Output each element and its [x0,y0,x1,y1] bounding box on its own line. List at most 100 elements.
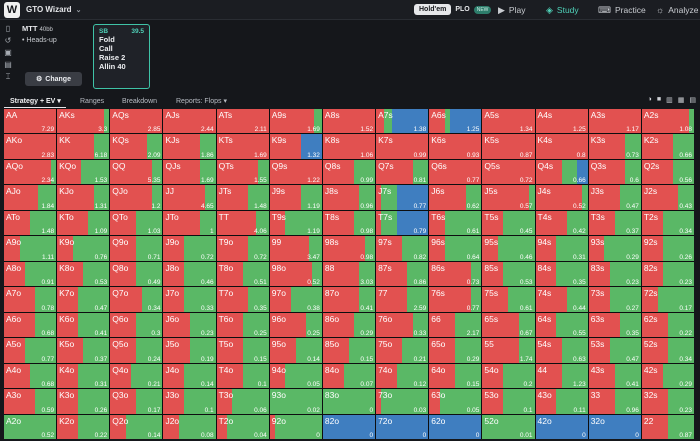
hand-cell-Q3s[interactable]: Q3s 0.6 [588,159,641,185]
hand-cell-QQ[interactable]: QQ 5.35 [110,159,163,185]
square-view-icon[interactable]: ■ [656,96,662,103]
hand-cell-A5o[interactable]: A5o 0.77 [4,338,57,363]
hand-cell-94s[interactable]: 94s 0.31 [535,236,588,261]
hand-cell-KTs[interactable]: KTs 1.69 [216,134,269,159]
hand-cell-JJ[interactable]: JJ 4.65 [163,185,216,210]
hand-cell-Q3o[interactable]: Q3o 0.17 [110,389,163,414]
table-icon[interactable]: ▤ [4,60,12,69]
hand-cell-J8s[interactable]: J8s 0.96 [322,185,376,210]
hand-cell-J9o[interactable]: J9o 0.72 [163,236,216,261]
hand-cell-J9s[interactable]: J9s 1.19 [269,185,322,210]
hand-cell-93s[interactable]: 93s 0.29 [588,236,641,261]
hand-cell-97o[interactable]: 97o 0.38 [269,287,322,312]
hand-cell-J2o[interactable]: J2o 0.08 [163,414,216,439]
hand-cell-93o[interactable]: 93o 0.02 [269,389,322,414]
hand-cell-22[interactable]: 22 0.87 [641,414,694,439]
tab-breakdown[interactable]: Breakdown [122,98,158,105]
hand-cell-94o[interactable]: 94o 0.05 [269,363,322,389]
action-fold[interactable]: Fold [99,35,115,44]
history-icon[interactable]: ↺ [4,36,12,45]
hand-cell-J3s[interactable]: J3s 0.47 [588,185,641,210]
hand-cell-A6o[interactable]: A6o 0.68 [4,312,57,338]
hand-cell-65s[interactable]: 65s 0.67 [482,312,535,338]
hand-cell-52o[interactable]: 52o 0.01 [482,414,535,439]
hand-cell-83o[interactable]: 83o 0 [322,389,376,414]
grid-view-icon[interactable]: ▦ [677,97,685,104]
hand-cell-T3s[interactable]: T3s 0.37 [588,210,641,236]
nav-study[interactable]: ◈ Study [546,0,579,20]
tab-strategy-ev[interactable]: Strategy + EV ▾ [10,95,61,108]
hand-cell-K7s[interactable]: K7s 0.99 [376,134,429,159]
hand-cell-K8s[interactable]: K8s 1.06 [322,134,376,159]
hand-cell-ATs[interactable]: ATs 2.11 [216,109,269,134]
hand-cell-KQo[interactable]: KQo 1.53 [57,159,110,185]
hand-cell-77[interactable]: 77 2.59 [376,287,429,312]
hand-cell-95o[interactable]: 95o 0.14 [269,338,322,363]
hand-cell-AQo[interactable]: AQo 2.34 [4,159,57,185]
hand-cell-85o[interactable]: 85o 0.15 [322,338,376,363]
hand-cell-T8s[interactable]: T8s 0.98 [322,210,376,236]
hand-cell-A7o[interactable]: A7o 0.78 [4,287,57,312]
hand-cell-K9o[interactable]: K9o 0.76 [57,236,110,261]
nav-play[interactable]: ▶ Play [498,0,525,20]
hand-cell-66[interactable]: 66 2.17 [429,312,482,338]
hand-cell-Q8s[interactable]: Q8s 0.99 [322,159,376,185]
hand-cell-K6s[interactable]: K6s 0.93 [429,134,482,159]
hand-cell-43o[interactable]: 43o 0.11 [535,389,588,414]
hand-cell-KJo[interactable]: KJo 1.31 [57,185,110,210]
hand-cell-74s[interactable]: 74s 0.44 [535,287,588,312]
hand-cell-75s[interactable]: 75s 0.61 [482,287,535,312]
hand-cell-A3o[interactable]: A3o 0.59 [4,389,57,414]
hand-cell-85s[interactable]: 85s 0.53 [482,261,535,287]
hand-cell-53o[interactable]: 53o 0.1 [482,389,535,414]
hand-cell-Q4s[interactable]: Q4s 0.66 [535,159,588,185]
hand-cell-88[interactable]: 88 3.03 [322,261,376,287]
circle-view-icon[interactable]: ◑ [647,96,652,103]
hand-cell-54o[interactable]: 54o 0.2 [482,363,535,389]
hand-cell-AQs[interactable]: AQs 2.85 [110,109,163,134]
hand-cell-QJo[interactable]: QJo 1.2 [110,185,163,210]
hand-cell-43s[interactable]: 43s 0.41 [588,363,641,389]
hand-cell-AJo[interactable]: AJo 1.84 [4,185,57,210]
hand-cell-ATo[interactable]: ATo 1.48 [4,210,57,236]
hand-cell-99[interactable]: 99 3.47 [269,236,322,261]
hand-cell-K5o[interactable]: K5o 0.37 [57,338,110,363]
split-view-icon[interactable]: ▥ [666,97,673,104]
hand-cell-83s[interactable]: 83s 0.23 [588,261,641,287]
hand-cell-T5s[interactable]: T5s 0.45 [482,210,535,236]
hand-cell-72s[interactable]: 72s 0.17 [641,287,694,312]
hand-cell-A2o[interactable]: A2o 0.52 [4,414,57,439]
hand-cell-54s[interactable]: 54s 0.63 [535,338,588,363]
hand-cell-73s[interactable]: 73s 0.27 [588,287,641,312]
hand-cell-KTo[interactable]: KTo 1.09 [57,210,110,236]
save-icon[interactable]: ▣ [4,48,12,57]
hand-cell-98s[interactable]: 98s 0.98 [322,236,376,261]
action-allin[interactable]: Allin 40 [99,62,126,71]
holdem-toggle[interactable]: Hold'em [414,4,452,15]
hand-cell-T8o[interactable]: T8o 0.51 [216,261,269,287]
hand-cell-T6o[interactable]: T6o 0.25 [216,312,269,338]
hand-cell-J3o[interactable]: J3o 0.1 [163,389,216,414]
hand-cell-T9s[interactable]: T9s 1.19 [269,210,322,236]
hand-cell-K4s[interactable]: K4s 0.8 [535,134,588,159]
hand-cell-97s[interactable]: 97s 0.82 [376,236,429,261]
hand-cell-Q7o[interactable]: Q7o 0.34 [110,287,163,312]
hand-cell-QTs[interactable]: QTs 1.55 [216,159,269,185]
hand-cell-84o[interactable]: 84o 0.07 [322,363,376,389]
hand-cell-A8o[interactable]: A8o 0.91 [4,261,57,287]
app-name-menu[interactable]: GTO Wizard ⌄ [26,5,81,14]
hand-cell-K2s[interactable]: K2s 0.66 [641,134,694,159]
hand-cell-42o[interactable]: 42o 0 [535,414,588,439]
hand-cell-32o[interactable]: 32o 0 [588,414,641,439]
hand-cell-QTo[interactable]: QTo 1.03 [110,210,163,236]
hand-cell-65o[interactable]: 65o 0.29 [429,338,482,363]
hand-cell-A4s[interactable]: A4s 1.25 [535,109,588,134]
hand-cell-52s[interactable]: 52s 0.34 [641,338,694,363]
action-card-sb[interactable]: SB 39.5 Fold Call Raise 2 Allin 40 [93,24,150,89]
hand-cell-92o[interactable]: 92o 0 [269,414,322,439]
hand-cell-76s[interactable]: 76s 0.77 [429,287,482,312]
hand-cell-TT[interactable]: TT 4.06 [216,210,269,236]
hand-cell-T4o[interactable]: T4o 0.1 [216,363,269,389]
hand-cell-T3o[interactable]: T3o 0.06 [216,389,269,414]
hand-cell-95s[interactable]: 95s 0.46 [482,236,535,261]
